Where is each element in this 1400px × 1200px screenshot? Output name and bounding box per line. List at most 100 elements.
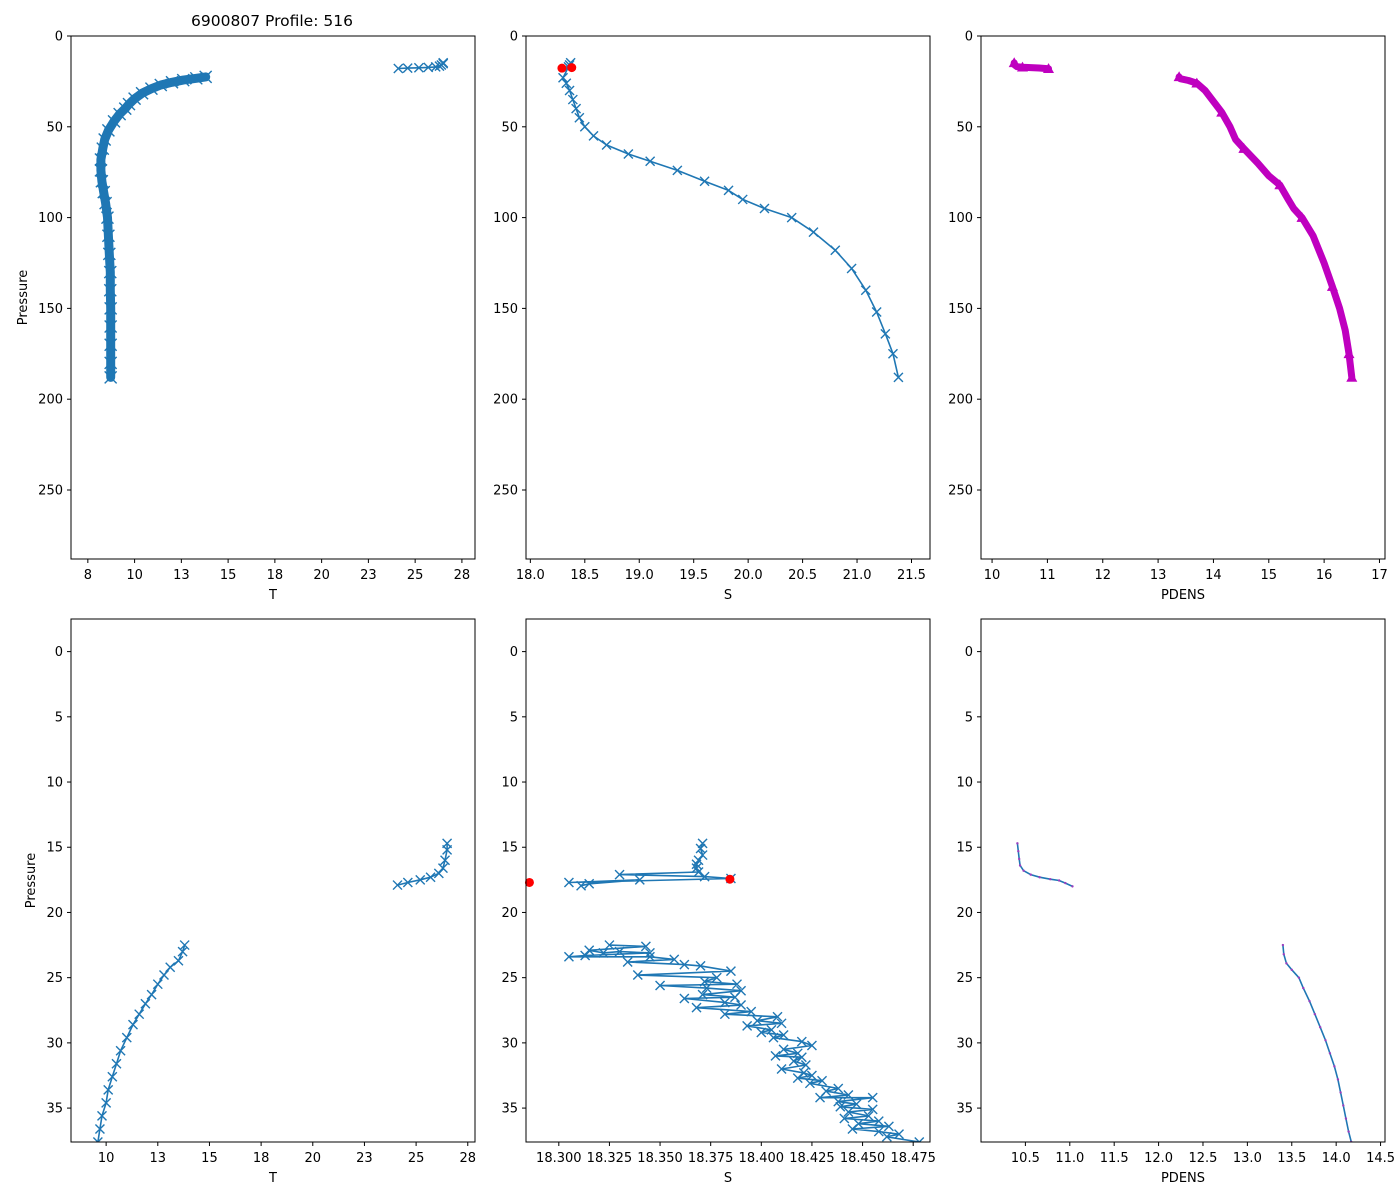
bottom-salinity-point <box>843 1090 854 1101</box>
bottom-salinity-point <box>695 960 706 971</box>
top-temperature-point <box>113 107 127 121</box>
bottom-salinity-point <box>580 950 591 961</box>
top-salinity-point <box>860 285 871 296</box>
bottom-pdens-point <box>1313 1012 1317 1016</box>
bottom-pdens-xtick-label: 10.5 <box>1011 1151 1040 1166</box>
bottom-salinity-point <box>788 1056 799 1067</box>
bottom-pdens-point <box>1290 968 1293 972</box>
bottom-temperature-ytick-label: 30 <box>46 1036 63 1051</box>
bottom-salinity-point <box>851 1099 862 1110</box>
top-temperature-point <box>393 63 404 74</box>
top-salinity-point <box>723 185 734 196</box>
bottom-salinity-point <box>614 946 625 957</box>
top-salinity-point <box>699 176 710 187</box>
bottom-salinity-point <box>695 843 706 854</box>
top-pdens-ytick-label: 200 <box>948 393 973 408</box>
top-temperature-point <box>189 71 203 85</box>
bottom-pdens-point <box>1297 976 1301 979</box>
top-pdens-xtick-label: 12 <box>1094 568 1111 583</box>
bottom-temperature-point <box>101 1097 112 1108</box>
top-salinity-point <box>623 149 634 160</box>
bottom-salinity-point <box>711 972 722 983</box>
bottom-temperature-xtick-label: 10 <box>98 1151 115 1166</box>
bottom-temperature-point <box>94 1123 105 1134</box>
top-temperature-xtick-label: 8 <box>84 568 92 583</box>
top-salinity-flag-point <box>567 63 577 73</box>
bottom-temperature-xtick-label: 15 <box>201 1151 218 1166</box>
bottom-salinity-flag-point <box>725 874 735 884</box>
top-salinity-ytick-label: 250 <box>493 483 518 498</box>
bottom-salinity-series-line <box>568 944 921 1142</box>
top-temperature-point <box>402 63 413 74</box>
bottom-salinity-xtick-label: 18.425 <box>789 1151 835 1166</box>
top-temperature-point <box>413 62 424 73</box>
bottom-pdens-point <box>1285 962 1288 965</box>
bottom-salinity-xtick-label: 18.475 <box>890 1151 936 1166</box>
bottom-salinity-xlabel: S <box>724 1171 732 1186</box>
bottom-salinity-xtick-label: 18.325 <box>587 1151 633 1166</box>
top-temperature-xtick-label: 20 <box>313 568 330 583</box>
top-temperature-ytick-label: 250 <box>38 483 63 498</box>
bottom-temperature-point <box>165 962 176 973</box>
bottom-temperature-plot-area <box>92 838 453 1142</box>
top-temperature-point <box>144 82 158 96</box>
top-pdens-xtick-label: 14 <box>1205 568 1222 583</box>
top-temperature-point <box>104 320 118 334</box>
bottom-pdens-point <box>1318 1026 1322 1029</box>
top-pdens-axes: 10 11 12 13 14 15 16 17 0 50 100 150 200 250 PDENS <box>948 30 1388 604</box>
top-temperature-ytick-label: 200 <box>38 393 63 408</box>
bottom-temperature-point <box>134 1009 145 1020</box>
bottom-pdens-point <box>1347 1130 1350 1133</box>
bottom-pdens-point <box>1057 879 1061 882</box>
top-salinity-xtick-label: 18.0 <box>516 568 545 583</box>
bottom-temperature-ytick-label: 20 <box>46 906 63 921</box>
bottom-temperature-point <box>97 1110 107 1121</box>
bottom-salinity-ytick-label: 5 <box>510 710 518 725</box>
bottom-salinity-point <box>806 1040 817 1051</box>
top-temperature-point <box>430 61 441 72</box>
bottom-salinity-xtick-label: 18.300 <box>536 1151 582 1166</box>
bottom-temperature-point <box>111 1058 122 1069</box>
bottom-salinity-point <box>644 951 655 962</box>
top-temperature-point <box>107 114 121 128</box>
top-pdens-ytick-label: 50 <box>956 120 973 135</box>
bottom-salinity-point <box>843 1107 854 1117</box>
top-pdens-xtick-label: 16 <box>1316 568 1333 583</box>
top-salinity-point <box>564 85 575 96</box>
bottom-temperature-point <box>442 838 453 849</box>
bottom-pdens-xtick-label: 13.5 <box>1277 1151 1306 1166</box>
bottom-salinity-point <box>833 1083 844 1094</box>
bottom-temperature-xlabel: T <box>268 1171 277 1186</box>
bottom-salinity-point <box>770 1050 781 1061</box>
top-salinity-point <box>588 130 599 141</box>
bottom-salinity-point <box>792 1073 803 1084</box>
bottom-pdens-ytick-label: 5 <box>965 710 973 725</box>
bottom-salinity-frame <box>525 618 931 1143</box>
bottom-temperature-point <box>92 1137 103 1142</box>
bottom-salinity-point <box>725 966 736 977</box>
bottom-salinity-point <box>691 859 702 870</box>
bottom-salinity-point <box>766 1024 777 1035</box>
bottom-pdens-point <box>1049 877 1052 881</box>
top-pdens-plot-area <box>1008 57 1358 382</box>
top-pdens-point <box>1343 348 1355 359</box>
bottom-pdens-ytick-label: 35 <box>956 1102 973 1117</box>
bottom-salinity-point <box>640 941 651 952</box>
top-temperature-point <box>94 163 108 177</box>
bottom-temperature-xtick-label: 25 <box>408 1151 425 1166</box>
bottom-temperature-point <box>158 970 169 981</box>
bottom-salinity-xtick-label: 18.450 <box>840 1151 886 1166</box>
bottom-salinity-point <box>699 871 710 882</box>
bottom-pdens-ytick-label: 15 <box>956 841 973 856</box>
top-salinity-xtick-label: 19.0 <box>625 568 654 583</box>
bottom-salinity-point <box>867 1104 878 1115</box>
top-temperature-ytick-label: 50 <box>46 120 63 135</box>
bottom-temperature-point <box>128 1019 138 1030</box>
top-pdens-point <box>1043 63 1055 73</box>
bottom-salinity-point <box>752 1015 763 1026</box>
bottom-pdens-ytick-label: 10 <box>956 776 973 791</box>
bottom-salinity-point <box>742 1020 753 1031</box>
bottom-temperature-point <box>425 872 436 883</box>
bottom-temperature-point <box>107 1071 118 1082</box>
bottom-salinity-point <box>634 874 645 885</box>
